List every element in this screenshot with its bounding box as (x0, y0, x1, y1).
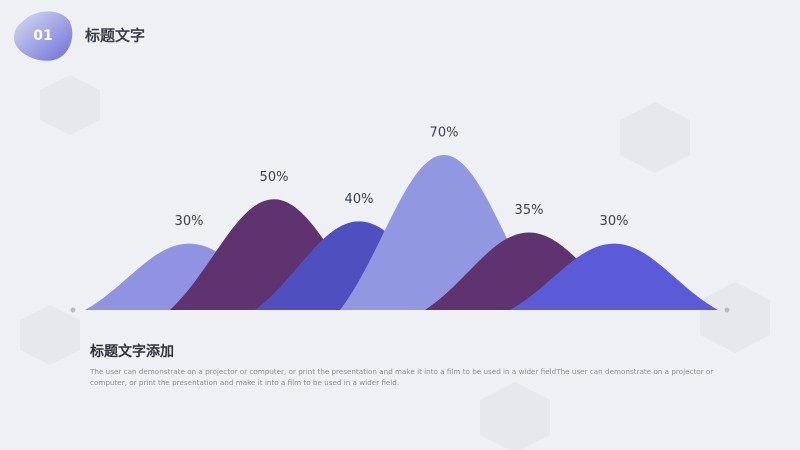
baseline-dot (724, 307, 730, 313)
body-text: The user can demonstrate on a projector … (90, 367, 714, 387)
header-title: 标题文字 (84, 27, 145, 45)
badge (14, 11, 73, 61)
body-title: 标题文字添加 (89, 343, 174, 360)
background-hexagons (20, 75, 770, 450)
baseline-dot (70, 307, 76, 313)
data-label: 35% (515, 203, 544, 218)
data-label: 70% (430, 126, 459, 141)
data-label: 30% (175, 214, 204, 229)
mountain (510, 243, 718, 310)
data-label: 40% (345, 192, 374, 207)
badge-number: 01 (33, 28, 52, 44)
data-label: 30% (600, 214, 629, 229)
data-label: 50% (260, 170, 289, 185)
